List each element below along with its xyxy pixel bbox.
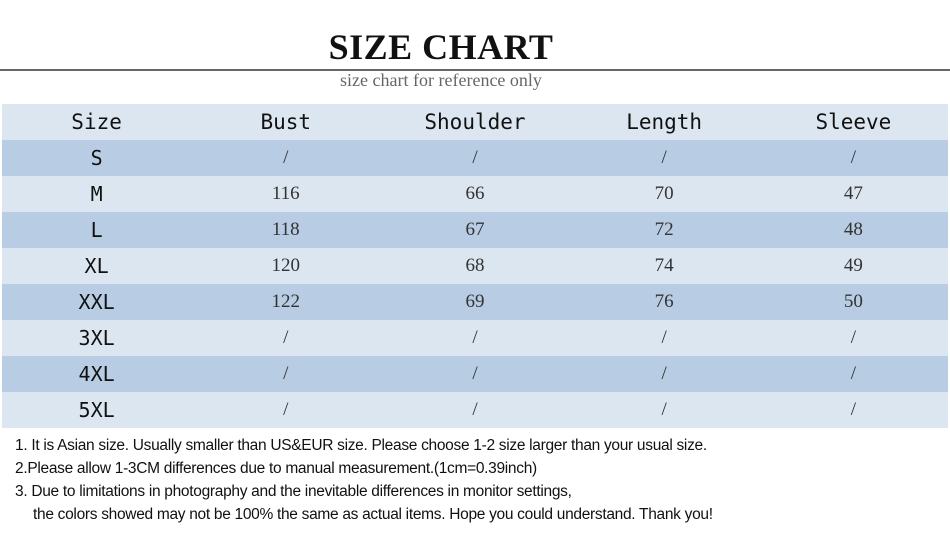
- value-cell: 47: [843, 183, 863, 204]
- value-cell: 49: [843, 255, 863, 276]
- table-row: XL 120 68 74 49: [2, 248, 948, 284]
- value-cell: 120: [271, 255, 301, 276]
- value-cell: 67: [465, 219, 485, 240]
- size-table: Size Bust Shoulder Length Sleeve S / / / / M 1…: [2, 104, 948, 428]
- value-cell: 118: [271, 219, 300, 240]
- table-row: 5XL / / / /: [2, 392, 948, 428]
- value-cell: 76: [654, 291, 674, 312]
- size-cell: 5XL: [78, 398, 115, 422]
- note-1: 1. It is Asian size. Usually smaller tha…: [15, 437, 707, 454]
- value-cell: /: [850, 147, 857, 168]
- table-row: 3XL / / / /: [2, 320, 948, 356]
- column-header-length: Length: [626, 110, 703, 134]
- page-title: SIZE CHART: [328, 27, 554, 67]
- value-cell: /: [661, 147, 667, 168]
- value-cell: /: [472, 399, 478, 420]
- notes: 1. It is Asian size. Usually smaller tha…: [15, 434, 713, 526]
- value-cell: 116: [271, 183, 300, 204]
- size-cell: XXL: [78, 290, 115, 314]
- value-cell: /: [850, 363, 857, 384]
- table-row: L 118 67 72 48: [2, 212, 948, 248]
- column-header-bust: Bust: [260, 110, 312, 134]
- value-cell: 72: [654, 219, 674, 240]
- value-cell: 122: [271, 291, 301, 312]
- value-cell: /: [850, 399, 857, 420]
- value-cell: /: [472, 147, 478, 168]
- value-cell: /: [283, 147, 289, 168]
- page-subtitle: size chart for reference only: [340, 70, 542, 90]
- table-row: S / / / /: [2, 140, 948, 176]
- value-cell: /: [661, 399, 667, 420]
- value-cell: /: [661, 327, 667, 348]
- value-cell: 68: [465, 255, 485, 276]
- value-cell: /: [661, 363, 667, 384]
- value-cell: 74: [654, 255, 674, 276]
- note-2: 2.Please allow 1-3CM differences due to …: [15, 460, 537, 477]
- table-header-row: Size Bust Shoulder Length Sleeve: [2, 104, 948, 140]
- value-cell: 70: [654, 183, 674, 204]
- size-cell: 4XL: [78, 362, 115, 386]
- value-cell: 50: [843, 291, 863, 312]
- value-cell: /: [283, 327, 289, 348]
- value-cell: 66: [465, 183, 485, 204]
- value-cell: /: [472, 363, 478, 384]
- value-cell: /: [472, 327, 478, 348]
- table-row: M 116 66 70 47: [2, 176, 948, 212]
- value-cell: /: [850, 327, 857, 348]
- title-divider: [0, 69, 950, 71]
- note-3: 3. Due to limitations in photography and…: [15, 483, 572, 500]
- size-cell: S: [90, 146, 103, 170]
- size-cell: XL: [84, 254, 109, 278]
- size-cell: 3XL: [78, 326, 115, 350]
- value-cell: /: [283, 399, 289, 420]
- note-3-continued: the colors showed may not be 100% the sa…: [33, 506, 713, 523]
- column-header-size: Size: [71, 110, 122, 134]
- value-cell: /: [283, 363, 289, 384]
- column-header-shoulder: Shoulder: [424, 110, 526, 134]
- size-cell: L: [90, 218, 103, 242]
- column-header-sleeve: Sleeve: [815, 110, 892, 134]
- table-row: XXL 122 69 76 50: [2, 284, 948, 320]
- value-cell: 69: [465, 291, 485, 312]
- value-cell: 48: [843, 219, 863, 240]
- table-row: 4XL / / / /: [2, 356, 948, 392]
- size-cell: M: [90, 182, 103, 206]
